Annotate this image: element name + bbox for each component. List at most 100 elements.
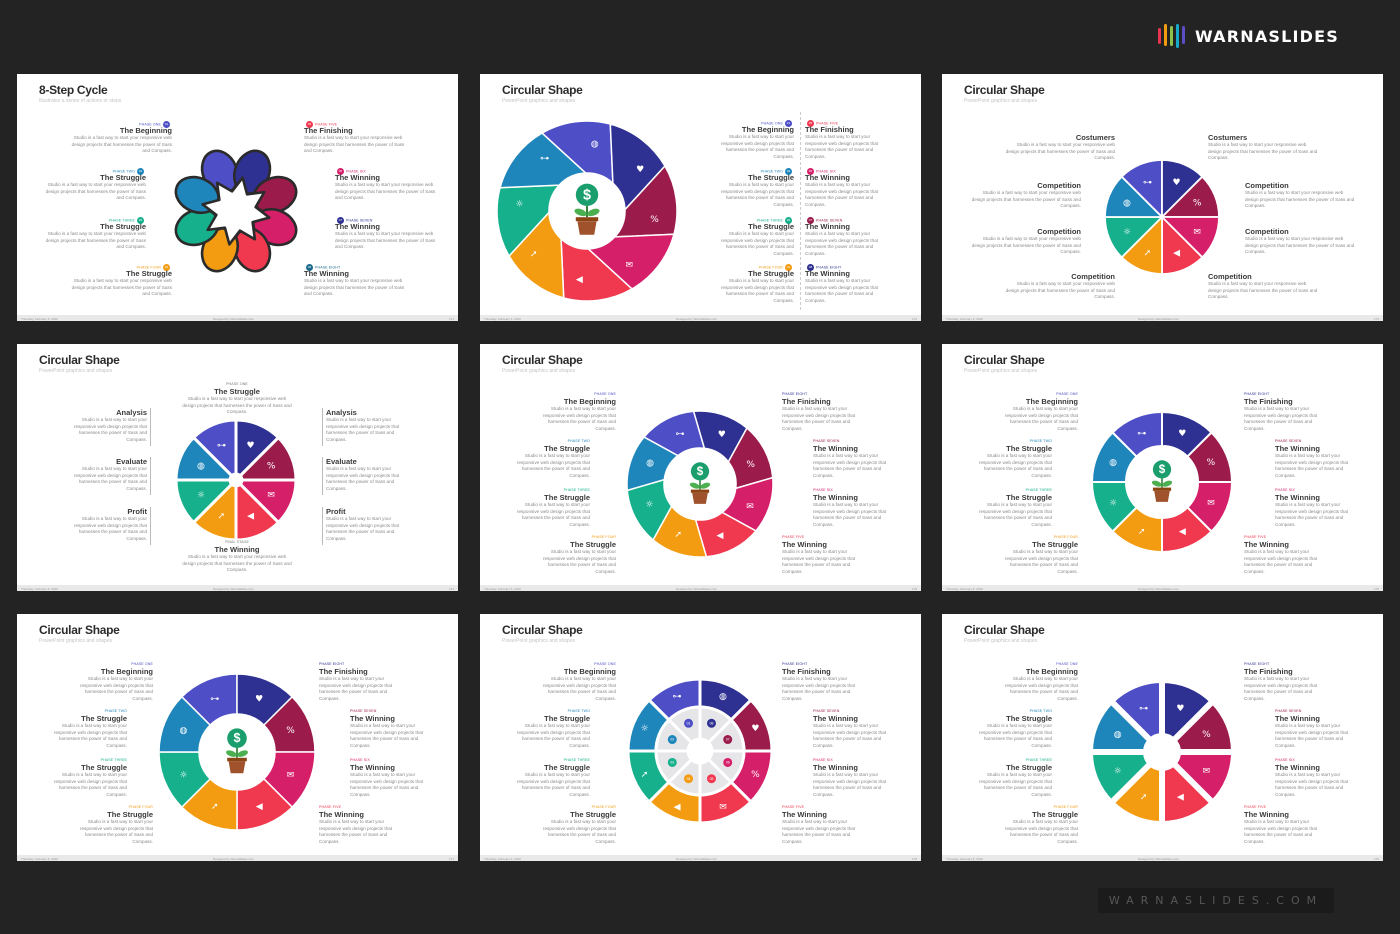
- logo-bar: [1158, 28, 1161, 44]
- phase-entry: Competition Studio is a fast way to star…: [1208, 272, 1318, 303]
- phase-description: Studio is a fast way to start your respo…: [720, 231, 794, 256]
- footer-credit: Designed by WarnaSlides.com: [213, 316, 254, 321]
- phase-label: PHASE SEVEN: [813, 439, 840, 443]
- phase-entry: FINAL STAGE The Winning Studio is a fast…: [182, 540, 292, 576]
- phase-description: Studio is a fast way to start your respo…: [542, 676, 616, 701]
- phase-title: The Beginning: [119, 126, 172, 135]
- globe-icon: ◍: [646, 458, 654, 468]
- phase-entry: 06 PHASE SIX The Winning Studio is a fast…: [805, 168, 891, 211]
- phase-entry: Analysis Studio is a fast way to start y…: [63, 408, 151, 446]
- phase-entry: PHASE FIVE The Winning Studio is a fast …: [782, 805, 866, 848]
- phase-entry: PHASE SEVEN The Winning Studio is a fast…: [813, 439, 897, 482]
- phase-entry: PHASE EIGHT The Finishing Studio is a fa…: [782, 392, 866, 435]
- slide-thumbnail[interactable]: ⊶ ♥% ✉ ◀ ➚ ☼ ◍ $ Circular Shape PowerPoint graph…: [17, 614, 458, 861]
- phase-number-badge: 03: [137, 217, 144, 224]
- megaphone-icon: ◀: [1173, 248, 1180, 258]
- slide-thumbnail[interactable]: ⊶ ♥% ✉ ◀ ➚ ☼ ◍ Circular Shape PowerPoint graphi…: [942, 74, 1383, 321]
- phase-description: Studio is a fast way to start your respo…: [1244, 676, 1318, 701]
- slide-thumbnail[interactable]: ⊶ ◍ ♥% ✉ ◀ ➚ ☼ 01 08 07 06 05 04 03 02 Circular Shape P…: [480, 614, 921, 861]
- gamepad-icon: ⊶: [210, 695, 219, 705]
- step-badge: [706, 718, 716, 728]
- phase-label: PHASE FOUR: [128, 805, 153, 809]
- heart-globe-icon: ♥: [718, 430, 726, 440]
- phase-description: Studio is a fast way to start your respo…: [335, 182, 436, 200]
- chat-icon: ✉: [287, 770, 295, 780]
- phase-title: The Struggle: [544, 763, 590, 772]
- slide-title: Circular Shape: [39, 623, 120, 637]
- phase-description: Studio is a fast way to start your respo…: [1208, 142, 1318, 160]
- phase-entry: Profit Studio is a fast way to start you…: [322, 507, 410, 545]
- step-badge: [723, 757, 733, 767]
- phase-description: Studio is a fast way to start your respo…: [1275, 723, 1349, 748]
- cycle-segment: [174, 436, 234, 482]
- phase-title: The Struggle: [1006, 763, 1052, 772]
- phase-title: The Winning: [304, 269, 349, 278]
- phase-entry: Competition Studio is a fast way to star…: [971, 227, 1081, 258]
- phase-description: Studio is a fast way to start your respo…: [516, 453, 590, 478]
- phase-title: The Struggle: [1006, 493, 1052, 502]
- phase-description: Studio is a fast way to start your respo…: [720, 278, 794, 303]
- money-plant-icon: $: [574, 183, 600, 235]
- phase-description: Studio is a fast way to start your respo…: [1275, 502, 1349, 527]
- phase-description: Studio is a fast way to start your respo…: [319, 676, 393, 701]
- phase-description: Studio is a fast way to start your respo…: [720, 182, 794, 207]
- phase-description: Studio is a fast way to start your respo…: [813, 723, 887, 748]
- phase-label: PHASE THREE: [1025, 488, 1052, 492]
- slide-thumbnail[interactable]: ⊶ ♥% ✉ ◀ ➚ ☼ ◍ Circular Shape PowerPoint graphi…: [17, 344, 458, 591]
- slide-thumbnail[interactable]: 8-Step Cycle Illustrates a series of act…: [17, 74, 458, 321]
- slide-title: Circular Shape: [502, 353, 583, 367]
- slide-thumbnail[interactable]: ⊶ ♥% ✉ ◀ ➚ ☼ ◍ $ Circular Shape PowerPoint graph…: [942, 344, 1383, 591]
- phase-title: The Winning: [1275, 444, 1320, 453]
- footer-credit: Designed by WarnaSlides.com: [676, 316, 717, 321]
- phase-entry: 05 PHASE FIVE The Finishing Studio is a f…: [304, 121, 408, 157]
- phase-description: Studio is a fast way to start your respo…: [516, 723, 590, 748]
- phase-entry: PHASE THREE 03 The Struggle Studio is a f…: [42, 217, 146, 253]
- phase-label: PHASE TWO: [104, 709, 127, 713]
- phase-label: PHASE ONE: [761, 121, 783, 126]
- phase-title: The Struggle: [544, 714, 590, 723]
- phase-description: Studio is a fast way to start your respo…: [971, 236, 1081, 254]
- footer-credit: Designed by WarnaSlides.com: [213, 586, 254, 591]
- phase-description: Studio is a fast way to start your respo…: [326, 417, 400, 442]
- chat-icon: ✉: [719, 803, 727, 813]
- phase-label: PHASE EIGHT: [319, 662, 345, 666]
- phase-title: The Winning: [813, 444, 858, 453]
- phase-label: PHASE TWO: [760, 169, 783, 174]
- slide-thumbnail[interactable]: ⊶ ♥% ✉ ◀ ➚ ☼ ◍ Circular Shape PowerPoint graphi…: [942, 614, 1383, 861]
- shopping-bag-icon: %: [1202, 730, 1211, 740]
- globe-icon: ◍: [1123, 199, 1131, 209]
- phase-title: The Winning: [813, 714, 858, 723]
- cycle-segment: [158, 695, 212, 753]
- cursor-icon: ➚: [641, 770, 649, 780]
- cursor-icon: ➚: [211, 802, 219, 812]
- slide-subtitle: PowerPoint graphics and shapes: [39, 368, 113, 374]
- shopping-bag-icon: %: [286, 726, 295, 736]
- phase-label: PHASE SEVEN: [816, 218, 843, 223]
- footer-page-number: 177: [448, 856, 454, 861]
- heart-globe-icon: ♥: [1178, 429, 1186, 439]
- phase-label: PHASE TWO: [1029, 709, 1052, 713]
- money-plant-icon: $: [689, 462, 711, 504]
- phase-entry: PHASE ONE 01 The Beginning Studio is a fa…: [708, 120, 794, 163]
- lightbulb-icon: ☼: [1114, 767, 1122, 777]
- phase-entry: PHASE THREE The Struggle Studio is a fas…: [506, 488, 590, 531]
- footer-page-number: 176: [1373, 586, 1379, 591]
- phase-description: Studio is a fast way to start your respo…: [182, 554, 292, 572]
- cursor-icon: ➚: [1138, 527, 1146, 537]
- phase-entry: PHASE FOUR The Struggle Studio is a fast…: [69, 805, 153, 848]
- cursor-icon: ➚: [1144, 248, 1152, 258]
- slide-thumbnail[interactable]: ◍ ♥% ✉ ◀ ➚ ☼ ⊶ $ Circular Shape PowerPoint graph…: [480, 74, 921, 321]
- cycle-segment: [1104, 175, 1165, 218]
- phase-title: The Winning: [805, 269, 850, 278]
- phase-description: Studio is a fast way to start your respo…: [720, 134, 794, 159]
- phase-title: Profit: [127, 507, 147, 516]
- slide-thumbnail[interactable]: ⊶ ♥% ✉ ◀ ➚ ☼ ◍ $ Circular Shape PowerPoint graph…: [480, 344, 921, 591]
- phase-entry: PHASE TWO The Struggle Studio is a fast …: [506, 709, 590, 752]
- warnaslides-logo: WARNASLIDES: [1158, 22, 1339, 50]
- phase-entry: PHASE SEVEN The Winning Studio is a fast…: [813, 709, 897, 752]
- megaphone-icon: ◀: [674, 803, 681, 813]
- phase-title: The Struggle: [1032, 810, 1078, 819]
- phase-title: The Finishing: [319, 667, 368, 676]
- step-badge-number: 07: [726, 738, 730, 742]
- phase-entry: PHASE TWO The Struggle Studio is a fast …: [506, 439, 590, 482]
